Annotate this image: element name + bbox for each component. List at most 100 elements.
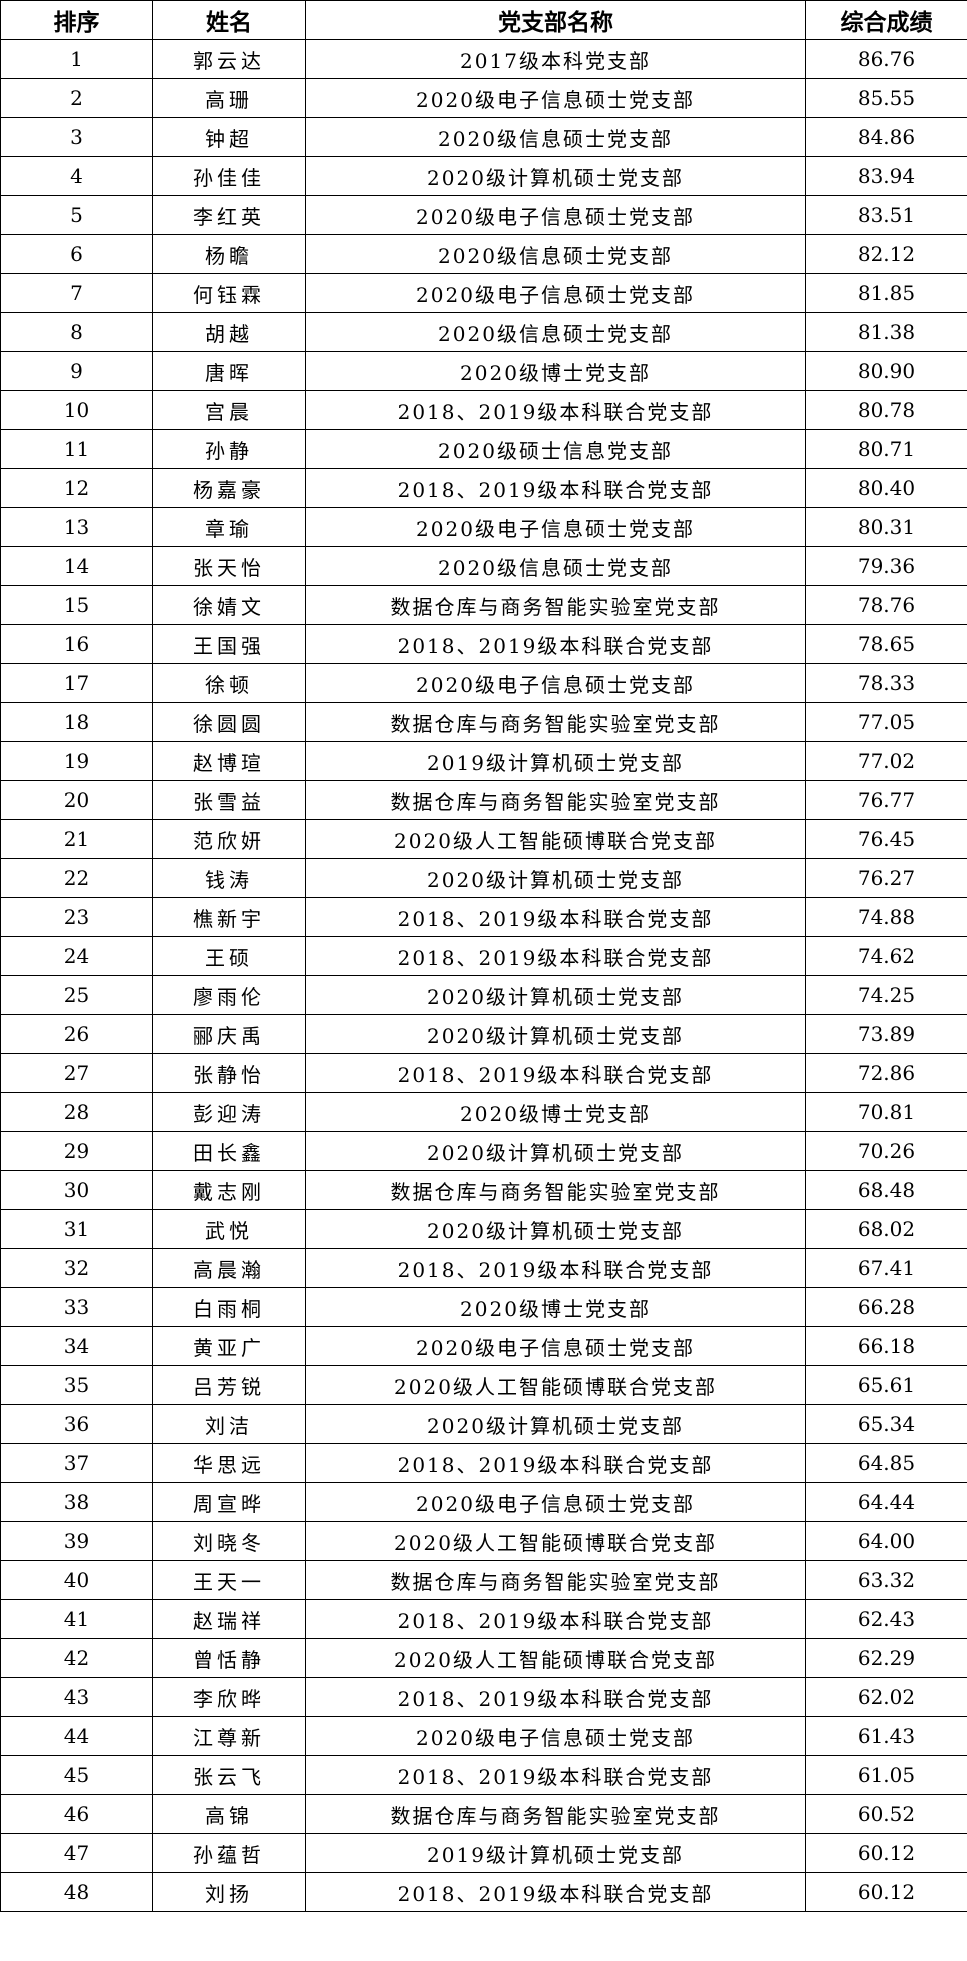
branch-cell: 数据仓库与商务智能实验室党支部 (305, 702, 806, 742)
branch-cell: 2018、2019级本科联合党支部 (305, 390, 806, 430)
table-row: 9 唐晖 2020级博士党支部 80.90 (0, 351, 967, 391)
name-cell: 刘洁 (152, 1404, 306, 1444)
table-row: 6 杨瞻 2020级信息硕士党支部 82.12 (0, 234, 967, 274)
branch-cell: 2018、2019级本科联合党支部 (305, 897, 806, 937)
rank-cell: 8 (0, 312, 153, 352)
table-row: 10 宫晨 2018、2019级本科联合党支部 80.78 (0, 390, 967, 430)
branch-cell: 2020级电子信息硕士党支部 (305, 663, 806, 703)
score-cell: 73.89 (805, 1014, 967, 1054)
score-cell: 65.61 (805, 1365, 967, 1405)
table-row: 14 张天怡 2020级信息硕士党支部 79.36 (0, 546, 967, 586)
table-row: 20 张雪益 数据仓库与商务智能实验室党支部 76.77 (0, 780, 967, 820)
rank-cell: 1 (0, 39, 153, 79)
rank-cell: 7 (0, 273, 153, 313)
name-cell: 郭云达 (152, 39, 306, 79)
rank-cell: 35 (0, 1365, 153, 1405)
name-cell: 张静怡 (152, 1053, 306, 1093)
score-cell: 63.32 (805, 1560, 967, 1600)
branch-cell: 2020级电子信息硕士党支部 (305, 195, 806, 235)
branch-cell: 2018、2019级本科联合党支部 (305, 1053, 806, 1093)
score-cell: 64.00 (805, 1521, 967, 1561)
table-row: 41 赵瑞祥 2018、2019级本科联合党支部 62.43 (0, 1599, 967, 1639)
rank-cell: 2 (0, 78, 153, 118)
branch-cell: 2018、2019级本科联合党支部 (305, 1872, 806, 1912)
name-cell: 徐婧文 (152, 585, 306, 625)
score-cell: 81.38 (805, 312, 967, 352)
branch-cell: 2020级计算机硕士党支部 (305, 1131, 806, 1171)
name-cell: 江尊新 (152, 1716, 306, 1756)
table-row: 13 章瑜 2020级电子信息硕士党支部 80.31 (0, 507, 967, 547)
table-row: 36 刘洁 2020级计算机硕士党支部 65.34 (0, 1404, 967, 1444)
name-cell: 孙蕴哲 (152, 1833, 306, 1873)
table-row: 17 徐顿 2020级电子信息硕士党支部 78.33 (0, 663, 967, 703)
name-cell: 刘晓冬 (152, 1521, 306, 1561)
score-cell: 66.18 (805, 1326, 967, 1366)
name-cell: 彭迎涛 (152, 1092, 306, 1132)
score-cell: 62.43 (805, 1599, 967, 1639)
score-cell: 60.52 (805, 1794, 967, 1834)
name-cell: 吕芳锐 (152, 1365, 306, 1405)
table-body: 1 郭云达 2017级本科党支部 86.76 2 高珊 2020级电子信息硕士党支部 85.5… (0, 39, 967, 1912)
name-cell: 徐顿 (152, 663, 306, 703)
table-row: 28 彭迎涛 2020级博士党支部 70.81 (0, 1092, 967, 1132)
name-cell: 胡越 (152, 312, 306, 352)
name-cell: 周宣晔 (152, 1482, 306, 1522)
rank-cell: 13 (0, 507, 153, 547)
name-cell: 黄亚广 (152, 1326, 306, 1366)
branch-cell: 2018、2019级本科联合党支部 (305, 624, 806, 664)
table-row: 25 廖雨伦 2020级计算机硕士党支部 74.25 (0, 975, 967, 1015)
name-cell: 范欣妍 (152, 819, 306, 859)
table-row: 19 赵博瑄 2019级计算机硕士党支部 77.02 (0, 741, 967, 781)
rank-cell: 32 (0, 1248, 153, 1288)
score-cell: 76.45 (805, 819, 967, 859)
table-row: 33 白雨桐 2020级博士党支部 66.28 (0, 1287, 967, 1327)
table-row: 37 华思远 2018、2019级本科联合党支部 64.85 (0, 1443, 967, 1483)
branch-cell: 2020级人工智能硕博联合党支部 (305, 819, 806, 859)
header-branch: 党支部名称 (305, 0, 806, 40)
branch-cell: 2020级博士党支部 (305, 351, 806, 391)
score-cell: 77.02 (805, 741, 967, 781)
table-row: 5 李红英 2020级电子信息硕士党支部 83.51 (0, 195, 967, 235)
branch-cell: 2019级计算机硕士党支部 (305, 1833, 806, 1873)
rank-cell: 10 (0, 390, 153, 430)
table-row: 43 李欣晔 2018、2019级本科联合党支部 62.02 (0, 1677, 967, 1717)
table-row: 30 戴志刚 数据仓库与商务智能实验室党支部 68.48 (0, 1170, 967, 1210)
rank-cell: 39 (0, 1521, 153, 1561)
table-row: 26 郦庆禹 2020级计算机硕士党支部 73.89 (0, 1014, 967, 1054)
rank-cell: 21 (0, 819, 153, 859)
name-cell: 张雪益 (152, 780, 306, 820)
score-cell: 60.12 (805, 1872, 967, 1912)
table-row: 4 孙佳佳 2020级计算机硕士党支部 83.94 (0, 156, 967, 196)
branch-cell: 2020级计算机硕士党支部 (305, 1404, 806, 1444)
score-cell: 74.62 (805, 936, 967, 976)
ranking-table: 排序 姓名 党支部名称 综合成绩 1 郭云达 2017级本科党支部 86.76 2 高珊 2… (0, 0, 967, 1912)
rank-cell: 42 (0, 1638, 153, 1678)
rank-cell: 4 (0, 156, 153, 196)
rank-cell: 44 (0, 1716, 153, 1756)
rank-cell: 33 (0, 1287, 153, 1327)
branch-cell: 2020级博士党支部 (305, 1287, 806, 1327)
score-cell: 86.76 (805, 39, 967, 79)
name-cell: 樵新宇 (152, 897, 306, 937)
branch-cell: 数据仓库与商务智能实验室党支部 (305, 1560, 806, 1600)
rank-cell: 5 (0, 195, 153, 235)
rank-cell: 31 (0, 1209, 153, 1249)
name-cell: 曾恬静 (152, 1638, 306, 1678)
table-row: 1 郭云达 2017级本科党支部 86.76 (0, 39, 967, 79)
score-cell: 77.05 (805, 702, 967, 742)
rank-cell: 28 (0, 1092, 153, 1132)
branch-cell: 2018、2019级本科联合党支部 (305, 468, 806, 508)
table-row: 18 徐圆圆 数据仓库与商务智能实验室党支部 77.05 (0, 702, 967, 742)
score-cell: 76.77 (805, 780, 967, 820)
score-cell: 64.85 (805, 1443, 967, 1483)
branch-cell: 2020级计算机硕士党支部 (305, 1209, 806, 1249)
name-cell: 孙静 (152, 429, 306, 469)
name-cell: 唐晖 (152, 351, 306, 391)
name-cell: 钱涛 (152, 858, 306, 898)
name-cell: 郦庆禹 (152, 1014, 306, 1054)
table-row: 27 张静怡 2018、2019级本科联合党支部 72.86 (0, 1053, 967, 1093)
branch-cell: 2020级人工智能硕博联合党支部 (305, 1521, 806, 1561)
score-cell: 82.12 (805, 234, 967, 274)
score-cell: 62.29 (805, 1638, 967, 1678)
rank-cell: 30 (0, 1170, 153, 1210)
